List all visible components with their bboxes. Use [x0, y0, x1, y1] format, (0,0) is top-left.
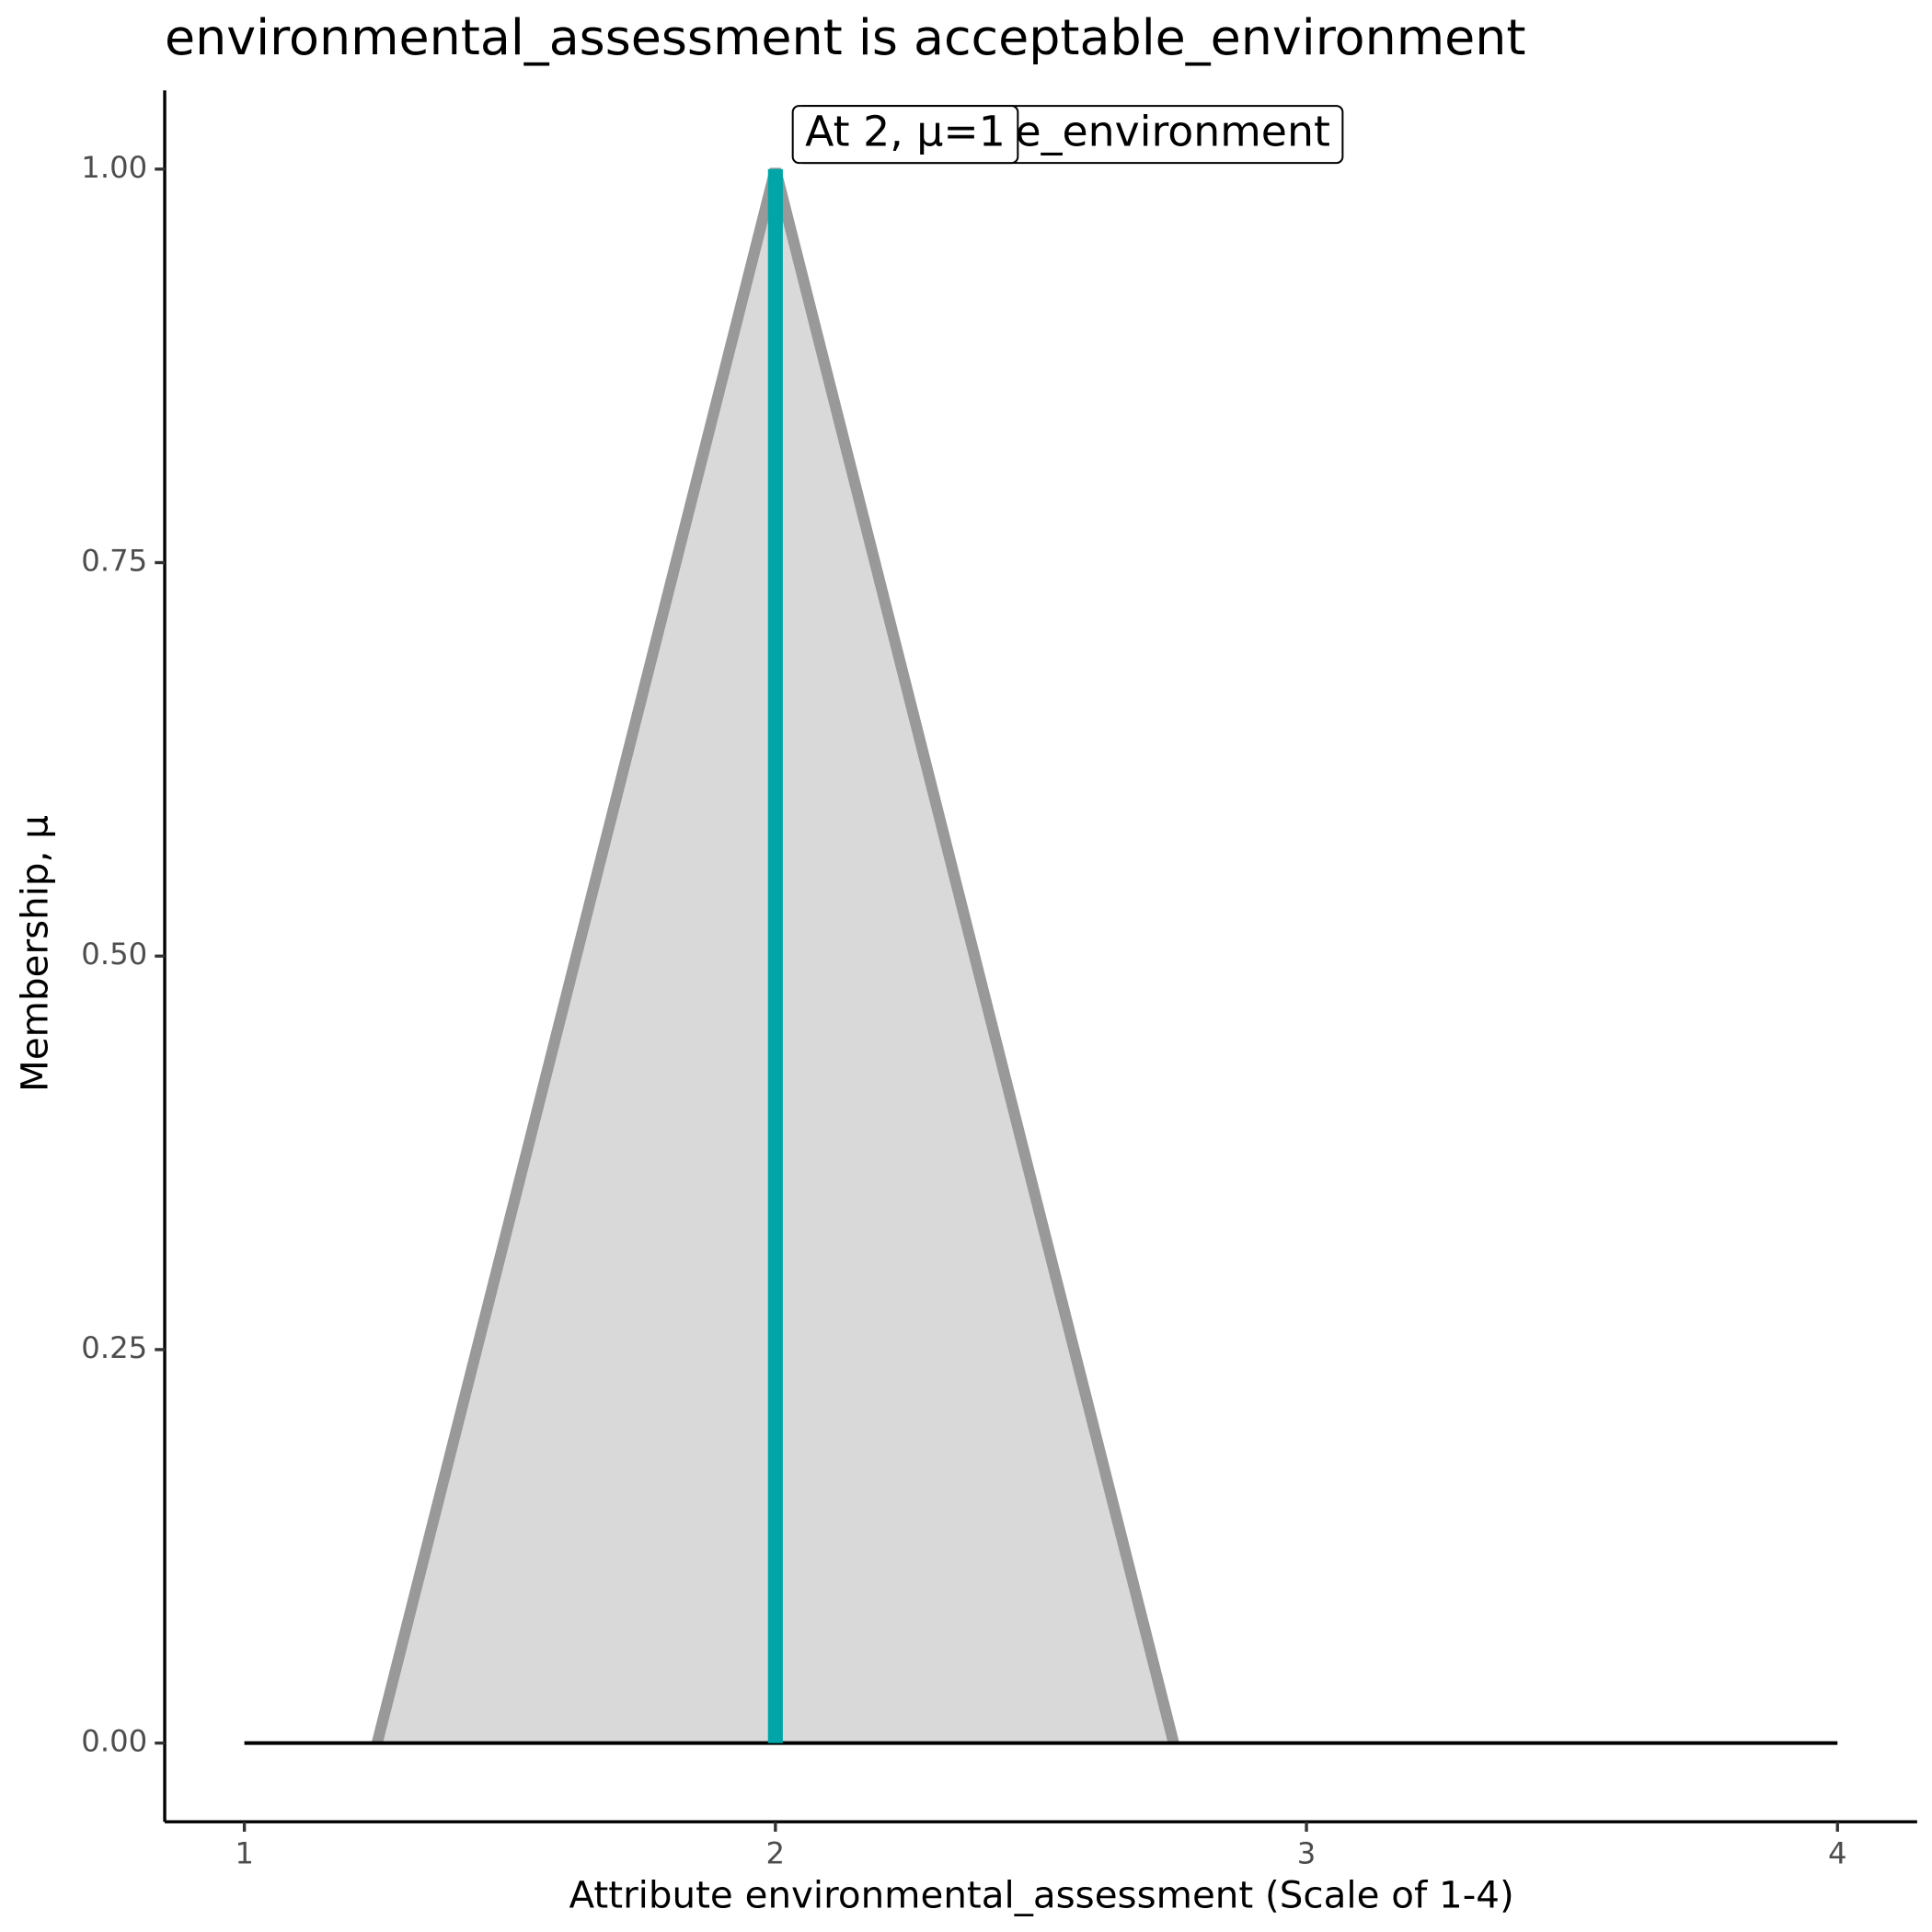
y-tick-label: 0.00	[81, 1724, 147, 1759]
series-line	[372, 167, 1179, 1745]
x-tick-label: 2	[766, 1836, 786, 1871]
chart-title: environmental_assessment is acceptable_e…	[165, 8, 1525, 66]
annotation: At 2, μ=1	[791, 105, 1019, 165]
x-tick-label: 1	[235, 1836, 254, 1871]
x-axis-title: Attribute environmental_assessment (Scal…	[569, 1873, 1514, 1916]
y-tick-label: 0.50	[81, 937, 147, 972]
x-tick-label: 4	[1828, 1836, 1847, 1871]
y-axis-title: Membership, μ	[13, 815, 56, 1092]
y-tick-label: 0.75	[81, 544, 147, 579]
annotation-box	[791, 105, 1019, 165]
y-tick-label: 1.00	[81, 150, 147, 185]
annotation-text: At 2, μ=1	[805, 108, 1006, 156]
x-tick-label: 3	[1297, 1836, 1317, 1871]
y-tick-label: 0.25	[81, 1330, 147, 1365]
